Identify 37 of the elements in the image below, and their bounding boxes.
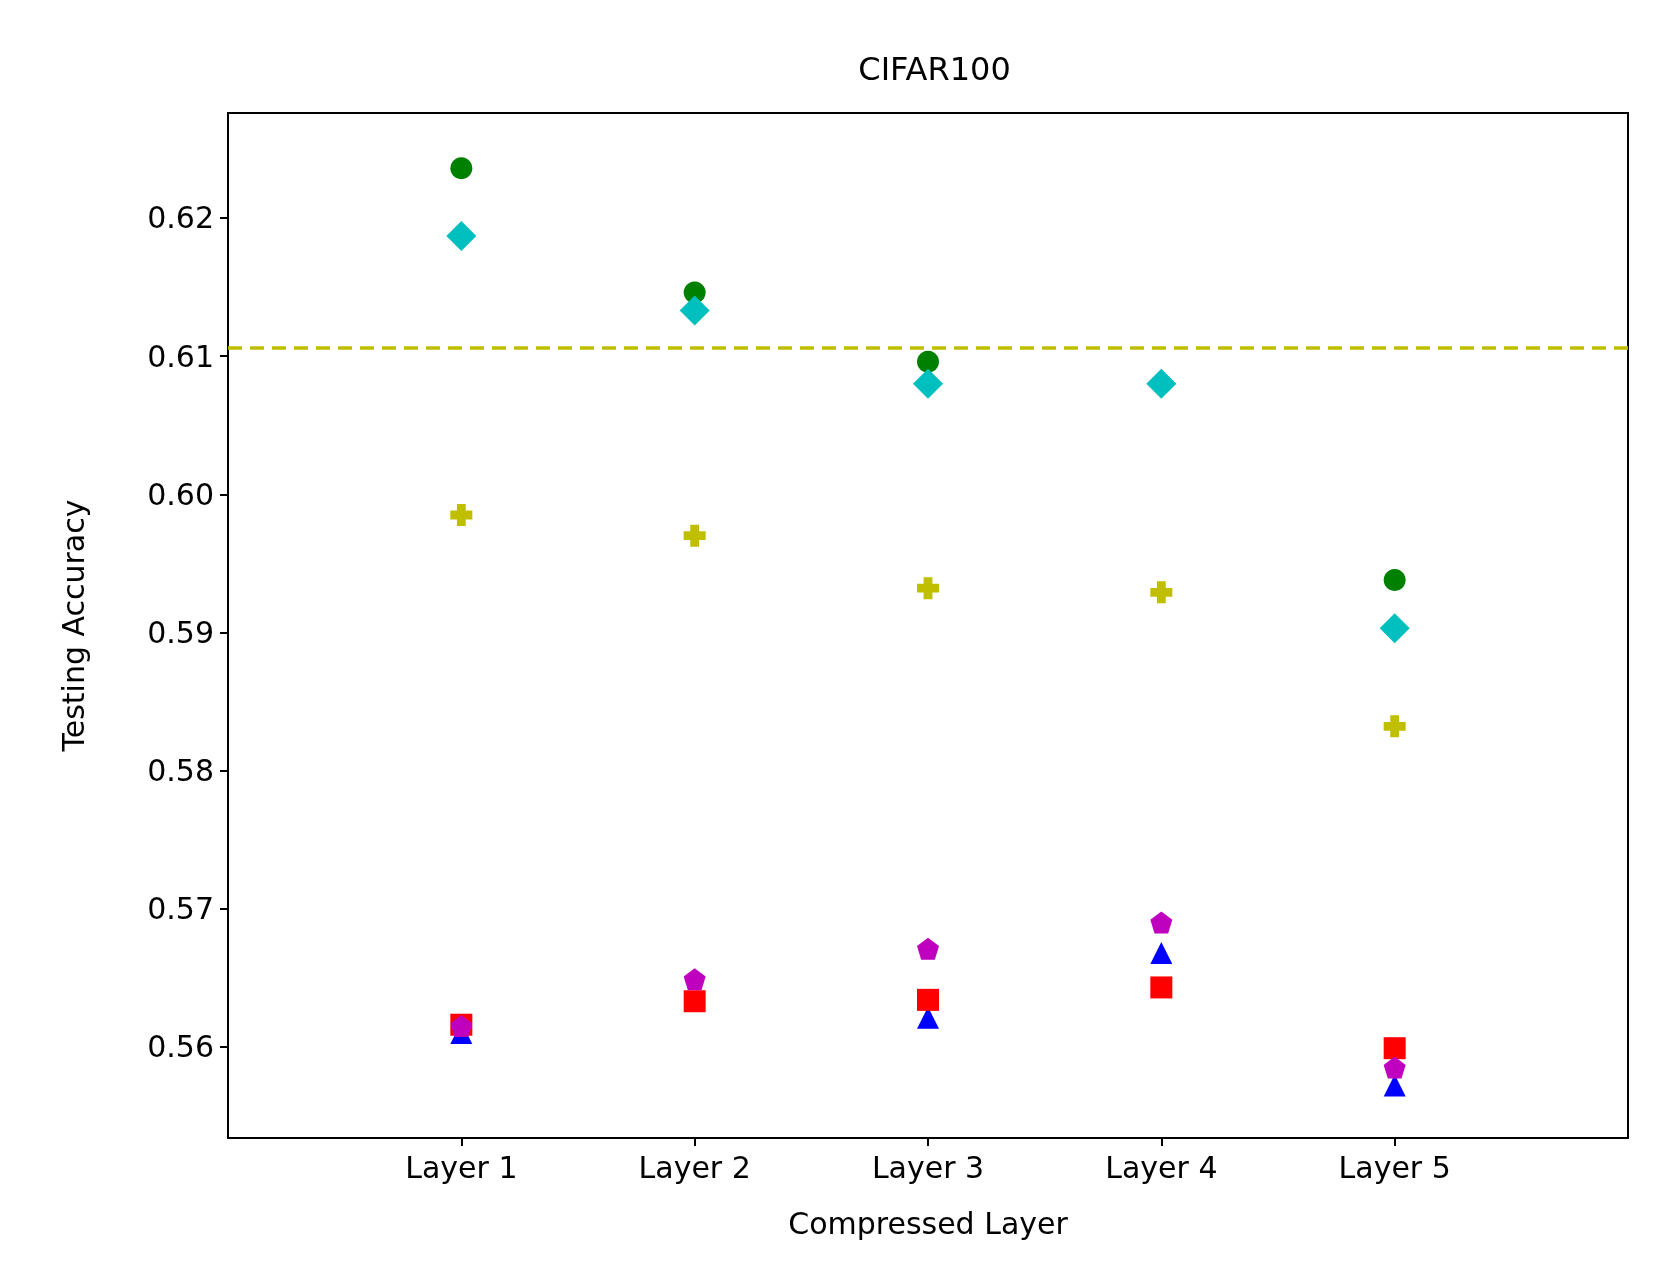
point [917, 577, 939, 600]
point [1383, 715, 1406, 738]
point [683, 968, 706, 991]
point [917, 937, 939, 960]
x-tick-label: Layer 5 [1338, 1149, 1451, 1185]
point [913, 368, 943, 399]
point [1383, 1037, 1406, 1060]
point [1379, 613, 1410, 644]
x-tick-label: Layer 3 [871, 1149, 985, 1185]
y-tick-label: 0.57 [147, 891, 214, 927]
y-axis-title: Testing Accuracy [55, 499, 91, 753]
y-tick-label: 0.59 [147, 614, 214, 650]
point [1383, 568, 1406, 591]
point [1150, 941, 1173, 964]
y-tick-label: 0.56 [147, 1029, 214, 1065]
y-tick-label: 0.58 [147, 753, 214, 789]
x-tick-label: Layer 1 [405, 1149, 518, 1185]
point [1150, 911, 1173, 934]
y-tick-label: 0.61 [147, 338, 214, 374]
point [1146, 368, 1177, 399]
point [446, 220, 477, 251]
point [683, 524, 706, 547]
y-tick-label: 0.62 [147, 200, 214, 236]
point [1150, 976, 1173, 999]
point [917, 988, 939, 1011]
point [450, 503, 473, 526]
x-tick-label: Layer 4 [1105, 1149, 1218, 1185]
x-axis-title: Compressed Layer [788, 1205, 1069, 1241]
chart-title: CIFAR100 [858, 50, 1011, 88]
point [1383, 1056, 1406, 1079]
x-tick-label: Layer 2 [638, 1149, 751, 1185]
point [1150, 581, 1173, 604]
point [679, 295, 710, 326]
point [683, 990, 706, 1013]
point [917, 350, 939, 373]
point [450, 157, 473, 180]
y-tick-label: 0.60 [147, 476, 214, 512]
